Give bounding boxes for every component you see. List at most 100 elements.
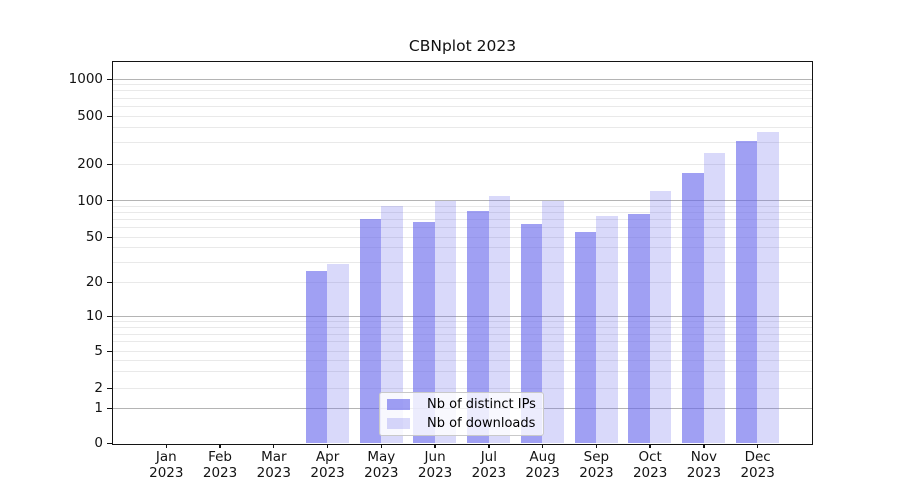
x-tick-mark bbox=[165, 443, 167, 449]
gridline-minor bbox=[113, 359, 812, 361]
bar-distinct-ips-jun bbox=[413, 222, 435, 443]
bar-distinct-ips-nov bbox=[682, 172, 704, 443]
gridline-minor bbox=[113, 84, 812, 86]
y-tick-label: 0 bbox=[94, 435, 103, 452]
x-tick-mark bbox=[595, 443, 598, 449]
gridline-minor bbox=[113, 90, 812, 92]
y-tick-label: 2 bbox=[94, 380, 103, 397]
y-tick-mark bbox=[107, 315, 112, 317]
gridline-minor bbox=[113, 211, 812, 213]
gridline-minor bbox=[113, 261, 812, 263]
x-tick-mark bbox=[434, 443, 436, 449]
y-tick-label: 20 bbox=[85, 274, 103, 291]
y-tick-mark bbox=[107, 115, 112, 117]
gridline-minor bbox=[113, 115, 812, 117]
gridline-minor bbox=[113, 247, 812, 249]
bar-distinct-ips-sep bbox=[574, 231, 597, 443]
bar-downloads-sep bbox=[596, 216, 618, 443]
gridline-minor bbox=[113, 236, 812, 238]
gridline-minor bbox=[113, 320, 812, 322]
chart-title: CBNplot 2023 bbox=[408, 37, 517, 55]
y-tick-label: 5 bbox=[94, 343, 103, 360]
legend-swatch-distinct-ips-icon bbox=[387, 399, 410, 410]
x-tick-label-jul: Jul 2023 bbox=[471, 449, 507, 481]
x-tick-mark bbox=[757, 443, 759, 449]
x-tick-label-apr: Apr 2023 bbox=[310, 449, 345, 481]
x-tick-label-jan: Jan 2023 bbox=[149, 449, 184, 481]
x-tick-mark bbox=[649, 443, 651, 449]
legend-label-distinct-ips: Nb of distinct IPs bbox=[427, 397, 536, 412]
y-tick-mark bbox=[107, 442, 112, 444]
legend-entry-distinct-ips: Nb of distinct IPs bbox=[387, 397, 537, 412]
bar-downloads-jun bbox=[434, 200, 457, 443]
gridline-minor bbox=[113, 163, 812, 165]
bar-downloads-apr bbox=[327, 263, 349, 443]
x-tick-label-oct: Oct 2023 bbox=[632, 449, 668, 481]
y-tick-label: 1 bbox=[94, 400, 103, 417]
x-tick-label-dec: Dec 2023 bbox=[740, 449, 775, 481]
plot-area: Nb of distinct IPs Nb of downloads bbox=[112, 61, 813, 445]
y-tick-mark bbox=[107, 281, 112, 283]
bar-distinct-ips-aug bbox=[520, 224, 543, 443]
bar-downloads-aug bbox=[542, 200, 564, 443]
gridline-minor bbox=[113, 281, 812, 283]
x-tick-mark bbox=[326, 443, 329, 449]
x-tick-mark bbox=[380, 443, 382, 449]
gridline-major bbox=[113, 200, 812, 201]
y-tick-mark bbox=[107, 236, 112, 238]
x-tick-mark bbox=[541, 443, 544, 449]
gridline-minor bbox=[113, 142, 812, 144]
bar-distinct-ips-oct bbox=[628, 214, 650, 443]
gridline-major bbox=[113, 315, 812, 317]
gridline-major bbox=[113, 78, 812, 80]
gridline-minor bbox=[113, 371, 812, 373]
x-tick-mark bbox=[488, 443, 490, 449]
x-tick-mark bbox=[703, 443, 705, 449]
y-tick-label: 1000 bbox=[68, 71, 103, 88]
y-tick-mark bbox=[107, 350, 112, 352]
gridline-minor bbox=[113, 350, 812, 352]
y-tick-label: 10 bbox=[85, 308, 103, 325]
bar-distinct-ips-apr bbox=[305, 271, 328, 443]
legend-swatch-downloads-icon bbox=[387, 418, 410, 429]
x-tick-label-nov: Nov 2023 bbox=[686, 449, 722, 481]
bar-distinct-ips-may bbox=[359, 219, 382, 443]
bar-downloads-nov bbox=[703, 153, 726, 443]
gridline-minor bbox=[113, 341, 812, 343]
x-tick-label-aug: Aug 2023 bbox=[525, 449, 560, 481]
y-tick-label: 100 bbox=[77, 192, 103, 209]
gridline-minor bbox=[113, 218, 812, 220]
y-tick-mark bbox=[107, 407, 112, 409]
gridline-minor bbox=[113, 326, 812, 328]
x-tick-mark bbox=[273, 443, 275, 449]
x-tick-label-jun: Jun 2023 bbox=[417, 449, 453, 481]
x-tick-label-feb: Feb 2023 bbox=[202, 449, 238, 481]
y-tick-mark bbox=[107, 200, 112, 202]
gridline-minor bbox=[113, 387, 812, 389]
y-tick-label: 50 bbox=[85, 229, 103, 246]
gridline-minor bbox=[113, 105, 812, 107]
legend: Nb of distinct IPs Nb of downloads bbox=[379, 392, 544, 436]
gridline-minor bbox=[113, 97, 812, 99]
y-tick-mark bbox=[107, 78, 112, 80]
x-tick-mark bbox=[219, 443, 221, 449]
x-tick-label-sep: Sep 2023 bbox=[579, 449, 614, 481]
gridline-minor bbox=[113, 333, 812, 335]
bar-downloads-dec bbox=[757, 131, 779, 443]
gridline-minor bbox=[113, 127, 812, 129]
x-tick-label-mar: Mar 2023 bbox=[256, 449, 291, 481]
x-tick-label-may: May 2023 bbox=[364, 449, 399, 481]
legend-label-downloads: Nb of downloads bbox=[427, 416, 536, 431]
bar-distinct-ips-jul bbox=[467, 210, 489, 443]
bar-downloads-oct bbox=[649, 190, 672, 443]
gridline-minor bbox=[113, 226, 812, 228]
bar-downloads-may bbox=[381, 206, 403, 443]
y-tick-label: 500 bbox=[77, 108, 103, 125]
gridline-minor bbox=[113, 205, 812, 207]
y-tick-mark bbox=[107, 387, 112, 389]
bar-distinct-ips-dec bbox=[735, 141, 758, 443]
y-tick-label: 200 bbox=[77, 156, 103, 173]
legend-entry-downloads: Nb of downloads bbox=[387, 416, 537, 431]
bar-downloads-jul bbox=[488, 196, 511, 443]
